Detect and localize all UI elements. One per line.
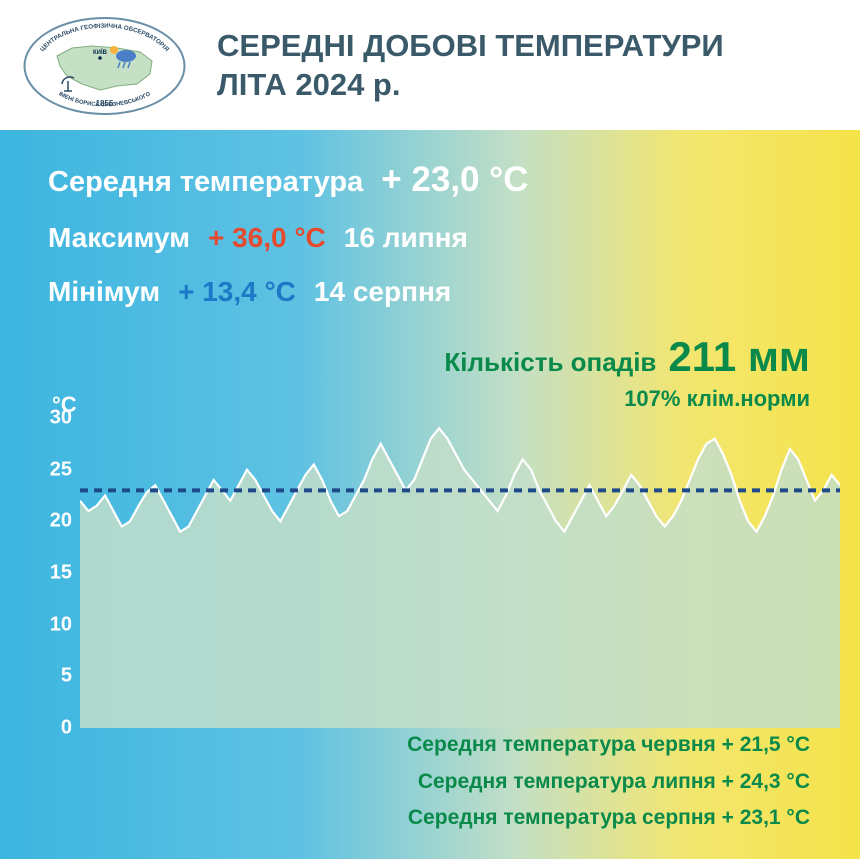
month-stat-row: Середня температура липня + 24,3 °C <box>407 764 810 801</box>
logo-year: 1855 <box>96 99 114 108</box>
page-title: СЕРЕДНІ ДОБОВІ ТЕМПЕРАТУРИ ЛІТА 2024 р. <box>217 27 724 105</box>
chart-area-fill <box>80 428 840 728</box>
sun-icon <box>110 46 118 54</box>
y-tick: 25 <box>50 458 72 481</box>
avg-temp-value: + 23,0 °C <box>381 160 528 200</box>
y-tick: 10 <box>50 613 72 636</box>
month-stat-row: Середня температура серпня + 23,1 °C <box>407 800 810 837</box>
max-temp-value: + 36,0 °C <box>208 222 326 254</box>
y-tick: 30 <box>50 407 72 430</box>
y-tick: 20 <box>50 510 72 533</box>
precip-value: 211 мм <box>668 330 810 385</box>
temperature-chart: °C 051015202530 <box>20 418 840 728</box>
monthly-averages: Середня температура червня + 21,5 °CСере… <box>407 727 810 837</box>
avg-temp-row: Середня температура + 23,0 °C <box>48 160 820 200</box>
precip-norm: 107% клім.норми <box>0 385 810 414</box>
y-tick: 0 <box>61 717 72 740</box>
precip-label: Кількість опадів <box>444 346 656 380</box>
y-tick: 5 <box>61 665 72 688</box>
y-axis-ticks: 051015202530 <box>20 418 80 728</box>
logo-city: КИЇВ <box>93 49 108 56</box>
avg-temp-label: Середня температура <box>48 166 363 199</box>
header-bar: ЦЕНТРАЛЬНА ГЕОФІЗИЧНА ОБСЕРВАТОРІЯ ІМЕНІ… <box>0 0 860 130</box>
max-temp-row: Максимум + 36,0 °C 16 липня <box>48 222 820 254</box>
month-stat-row: Середня температура червня + 21,5 °C <box>407 727 810 764</box>
title-line-2: ЛІТА 2024 р. <box>217 66 724 105</box>
min-temp-row: Мінімум + 13,4 °C 14 серпня <box>48 276 820 308</box>
min-temp-label: Мінімум <box>48 276 160 308</box>
chart-plot-area <box>80 418 840 728</box>
max-temp-label: Максимум <box>48 222 190 254</box>
precipitation-block: Кількість опадів 211 мм 107% клім.норми <box>0 330 860 413</box>
max-temp-date: 16 липня <box>344 222 468 254</box>
infographic-page: ЦЕНТРАЛЬНА ГЕОФІЗИЧНА ОБСЕРВАТОРІЯ ІМЕНІ… <box>0 0 860 859</box>
min-temp-value: + 13,4 °C <box>178 276 296 308</box>
cloud-icon <box>116 50 136 62</box>
y-tick: 15 <box>50 562 72 585</box>
min-temp-date: 14 серпня <box>314 276 451 308</box>
observatory-logo: ЦЕНТРАЛЬНА ГЕОФІЗИЧНА ОБСЕРВАТОРІЯ ІМЕНІ… <box>22 16 187 116</box>
summary-stats: Середня температура + 23,0 °C Максимум +… <box>0 130 860 308</box>
title-line-1: СЕРЕДНІ ДОБОВІ ТЕМПЕРАТУРИ <box>217 27 724 66</box>
